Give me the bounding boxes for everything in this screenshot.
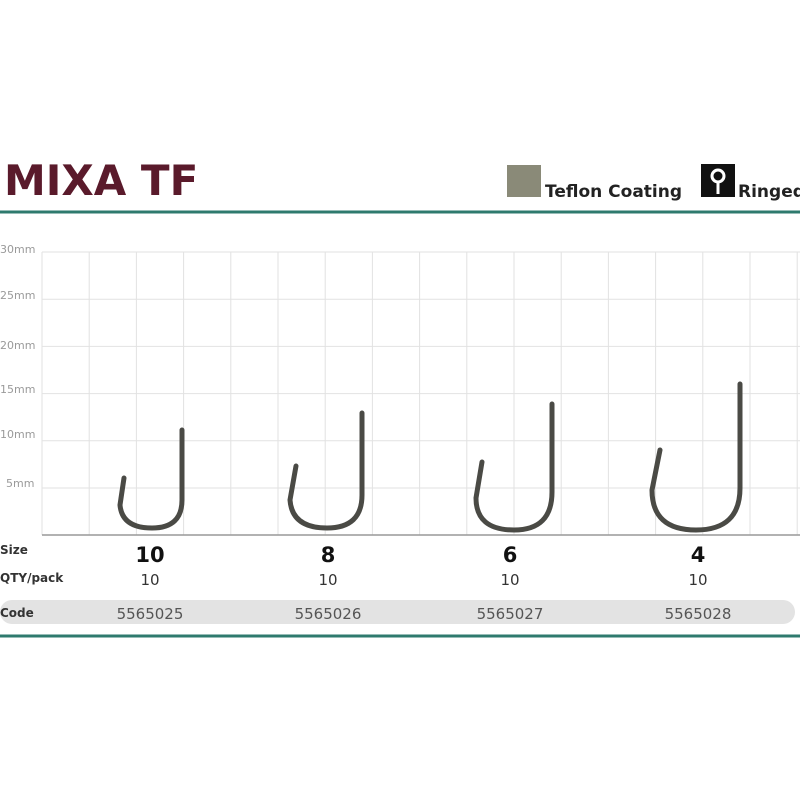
cell: 10 bbox=[318, 571, 337, 589]
hook bbox=[473, 401, 555, 533]
row-label: Code bbox=[0, 606, 34, 620]
hooks bbox=[117, 381, 743, 533]
hook bbox=[117, 427, 185, 531]
row-label: QTY/pack bbox=[0, 571, 64, 585]
code-row-bg bbox=[0, 600, 795, 624]
scale-label: 5mm bbox=[6, 477, 34, 490]
row-label: Size bbox=[0, 543, 28, 557]
grid bbox=[41, 251, 800, 535]
cell: 5565028 bbox=[665, 605, 732, 623]
scale-label: 25mm bbox=[0, 289, 35, 302]
scale-label: 30mm bbox=[0, 243, 35, 256]
cell: 4 bbox=[691, 543, 706, 567]
teflon-swatch bbox=[507, 165, 541, 197]
cells: 10 8 6 4 10 10 10 10 5565025 5565026 5565027 556502… bbox=[117, 543, 732, 623]
title: MIXA TF bbox=[4, 156, 198, 205]
scale-label: 20mm bbox=[0, 339, 35, 352]
legend-teflon: Teflon Coating bbox=[545, 182, 682, 202]
cell: 10 bbox=[140, 571, 159, 589]
hook bbox=[287, 410, 365, 531]
hook bbox=[649, 381, 743, 533]
cell: 10 bbox=[135, 543, 164, 567]
cell: 10 bbox=[688, 571, 707, 589]
scale-label: 15mm bbox=[0, 383, 35, 396]
cell: 5565026 bbox=[295, 605, 362, 623]
cell: 6 bbox=[503, 543, 518, 567]
cell: 10 bbox=[500, 571, 519, 589]
cell: 5565027 bbox=[477, 605, 544, 623]
cell: 8 bbox=[321, 543, 336, 567]
cell: 5565025 bbox=[117, 605, 184, 623]
scale-label: 10mm bbox=[0, 428, 35, 441]
legend-ringed: Ringed bbox=[738, 182, 800, 202]
